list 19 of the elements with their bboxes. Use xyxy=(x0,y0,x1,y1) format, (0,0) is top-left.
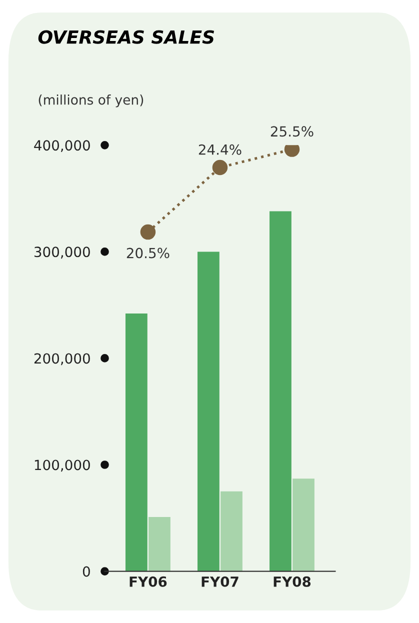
y-tick-label: 300,000 xyxy=(34,246,90,259)
bar xyxy=(198,252,220,572)
y-tick-label: 100,000 xyxy=(34,460,90,472)
bar xyxy=(148,516,170,572)
data-label: 24.4% xyxy=(198,144,242,155)
chart-title: OVERSEAS SALES xyxy=(38,30,214,44)
x-tick-label: FY07 xyxy=(202,576,238,587)
bar xyxy=(220,491,242,572)
y-axis-title: (millions of yen) xyxy=(38,94,144,108)
y-tick-label: 200,000 xyxy=(34,353,90,366)
x-tick-label: FY06 xyxy=(130,576,167,587)
data-label: 20.5% xyxy=(126,248,170,258)
y-tick-label: 0 xyxy=(82,566,90,577)
y-tick-label: 400,000 xyxy=(34,140,90,152)
bar xyxy=(125,313,148,572)
data-label: 25.5% xyxy=(270,126,314,137)
bar xyxy=(292,478,314,572)
bar xyxy=(270,211,292,572)
x-tick-label: FY08 xyxy=(274,576,311,587)
